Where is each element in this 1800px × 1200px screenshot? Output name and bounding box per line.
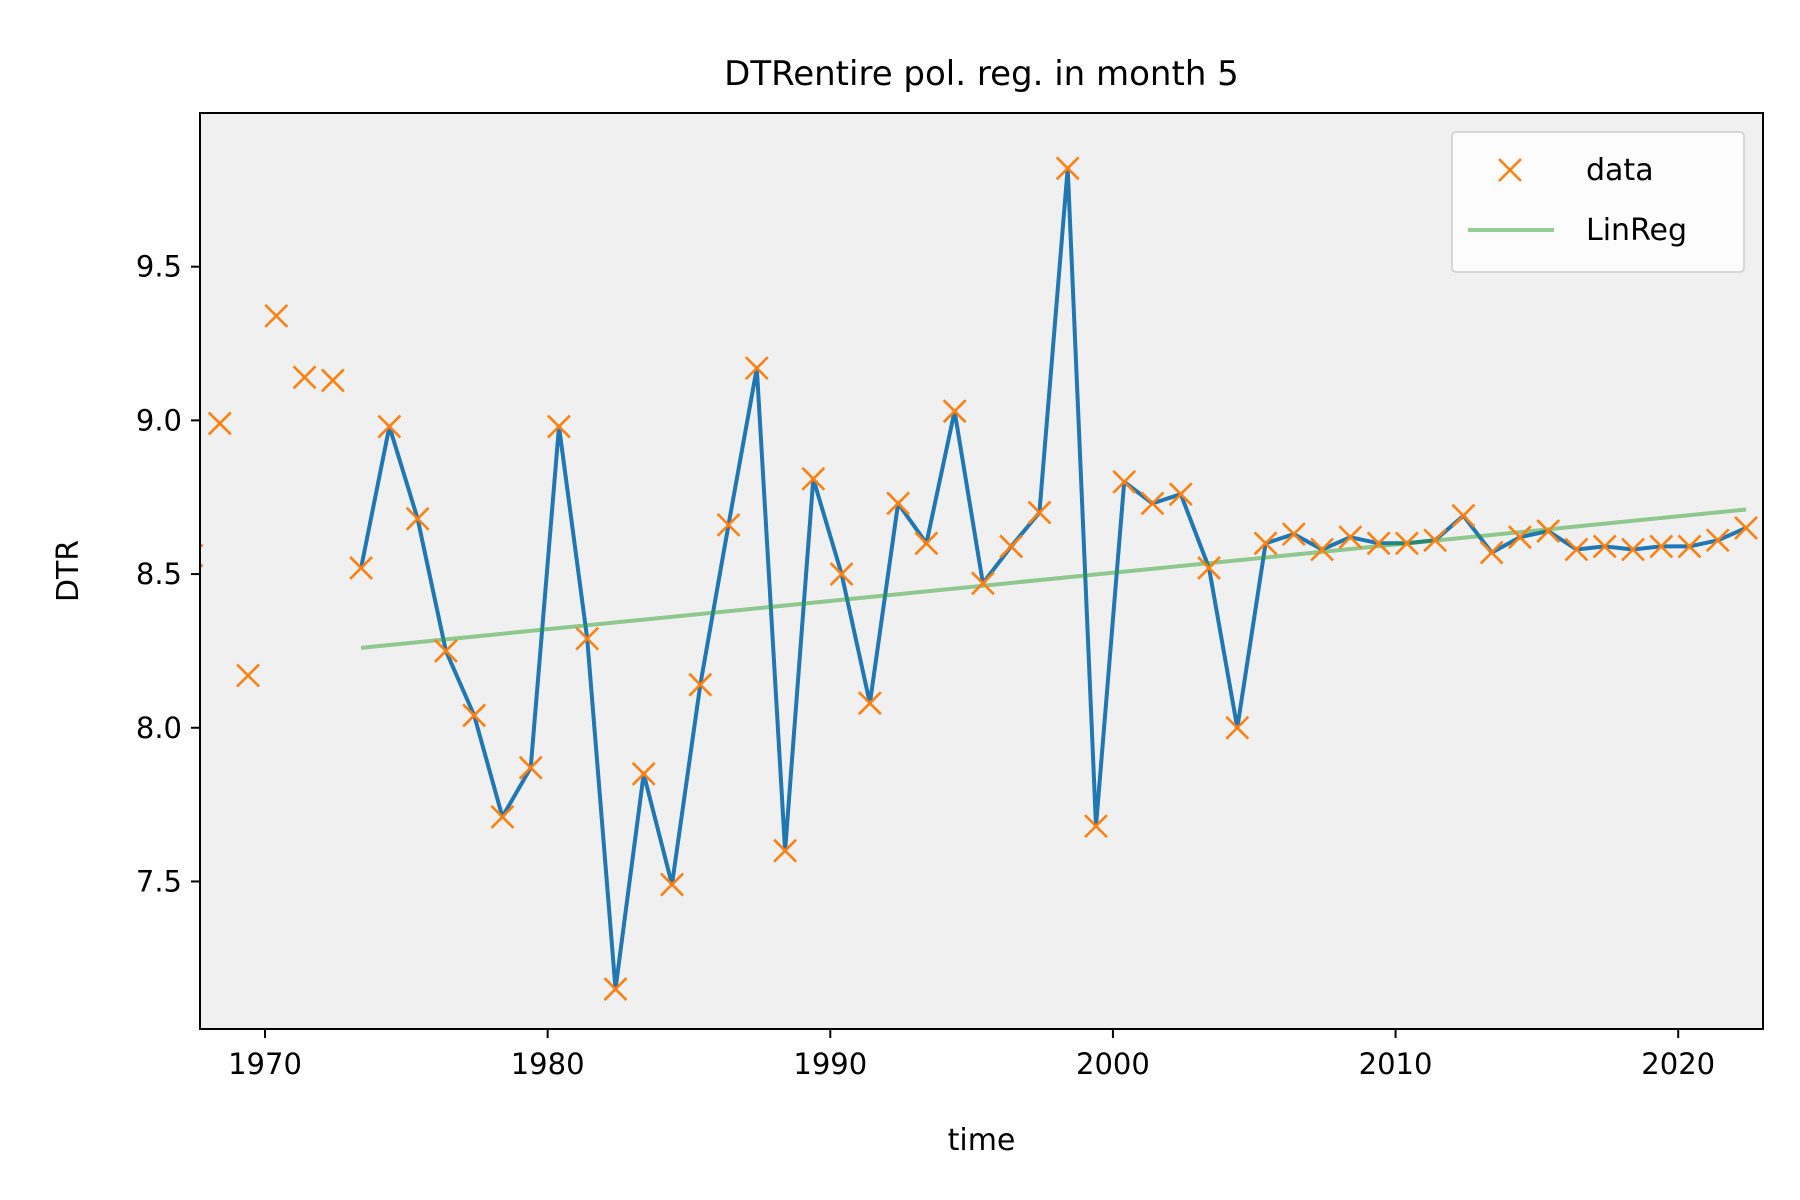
data-point-marker [631, 761, 656, 786]
y-tick-label: 9.5 [136, 250, 182, 284]
y-tick-label: 8.0 [136, 711, 182, 745]
legend-box [1451, 131, 1745, 273]
series-line [359, 166, 1747, 991]
data-point-marker [1253, 531, 1278, 556]
data-point-marker [1112, 469, 1137, 494]
data-point-marker [829, 562, 854, 586]
data-point-marker [1451, 503, 1476, 528]
axis-ticks: 1970 1980 1990 2000 2010 2020 7.5 8.0 8.5 9.0 9.5 [136, 250, 1715, 1081]
data-point-marker [1479, 540, 1504, 565]
data-point-marker [1225, 715, 1250, 740]
data-point-marker [462, 703, 487, 728]
data-point-marker [1564, 537, 1589, 562]
y-tick-label: 9.0 [136, 403, 182, 437]
y-axis-label: DTR [51, 540, 86, 602]
data-point-marker [1084, 814, 1108, 839]
data-point-marker [1677, 534, 1702, 559]
data-point-marker [857, 691, 882, 716]
data-point-marker [970, 571, 995, 596]
data-point-marker [1649, 534, 1674, 559]
data-point-marker [320, 368, 345, 393]
data-point-marker [886, 491, 911, 516]
data-point-marker [1536, 519, 1561, 543]
x-tick-label: 2020 [1641, 1047, 1715, 1081]
x-tick-label: 1970 [228, 1047, 302, 1081]
plot-area-frame [199, 112, 1764, 1030]
data-point-marker [999, 534, 1024, 559]
data-point-marker [801, 466, 826, 491]
data-point-marker [1055, 156, 1080, 181]
x-axis-label: time [948, 1123, 1016, 1158]
data-point-marker [490, 804, 515, 829]
data-point-marker [1705, 528, 1730, 553]
data-point-marker [1197, 556, 1221, 580]
data-point-marker [349, 556, 374, 580]
data-point-marker [1423, 528, 1448, 553]
data-point-marker [1310, 537, 1335, 562]
data-point-marker [603, 977, 628, 1001]
legend-label-linreg: LinReg [1586, 213, 1687, 248]
data-point-marker [433, 639, 458, 663]
data-point-marker [942, 399, 967, 424]
chart-title: DTRentire pol. reg. in month 5 [724, 54, 1239, 94]
data-point-marker [660, 872, 684, 897]
data-point-marker [236, 663, 260, 688]
data-point-marker [377, 414, 402, 439]
data-point-marker [1366, 531, 1391, 556]
legend: data LinReg [1451, 131, 1745, 273]
data-point-marker [1140, 491, 1165, 516]
data-point-marker [518, 755, 543, 780]
data-point-marker [405, 506, 430, 531]
data-marks [200, 156, 1758, 1001]
data-point-marker [1394, 531, 1419, 556]
x-tick-label: 1980 [511, 1047, 585, 1081]
data-point-marker [292, 365, 317, 390]
y-tick-label: 8.5 [136, 557, 182, 591]
data-point-marker [575, 626, 600, 651]
data-point-marker [1338, 525, 1363, 550]
data-point-marker [207, 411, 232, 436]
legend-marker-data [1498, 158, 1522, 182]
data-point-marker [744, 356, 769, 381]
data-point-marker [547, 414, 571, 439]
y-tick-label: 7.5 [136, 864, 182, 898]
data-point-marker [1734, 516, 1758, 540]
data-point-marker [1592, 534, 1617, 559]
data-point-marker [1621, 537, 1645, 562]
data-point-marker [1281, 522, 1306, 547]
data-point-marker [1027, 500, 1052, 525]
data-point-marker [688, 672, 713, 697]
data-point-marker [264, 303, 289, 328]
x-tick-label: 1990 [793, 1047, 867, 1081]
x-tick-label: 2010 [1359, 1047, 1433, 1081]
legend-label-data: data [1586, 153, 1654, 188]
data-point-marker [773, 838, 797, 863]
data-point-marker [914, 531, 939, 556]
data-point-marker [716, 512, 741, 537]
x-tick-label: 2000 [1076, 1047, 1150, 1081]
data-point-marker [1168, 482, 1193, 507]
data-point-marker [1508, 525, 1532, 550]
